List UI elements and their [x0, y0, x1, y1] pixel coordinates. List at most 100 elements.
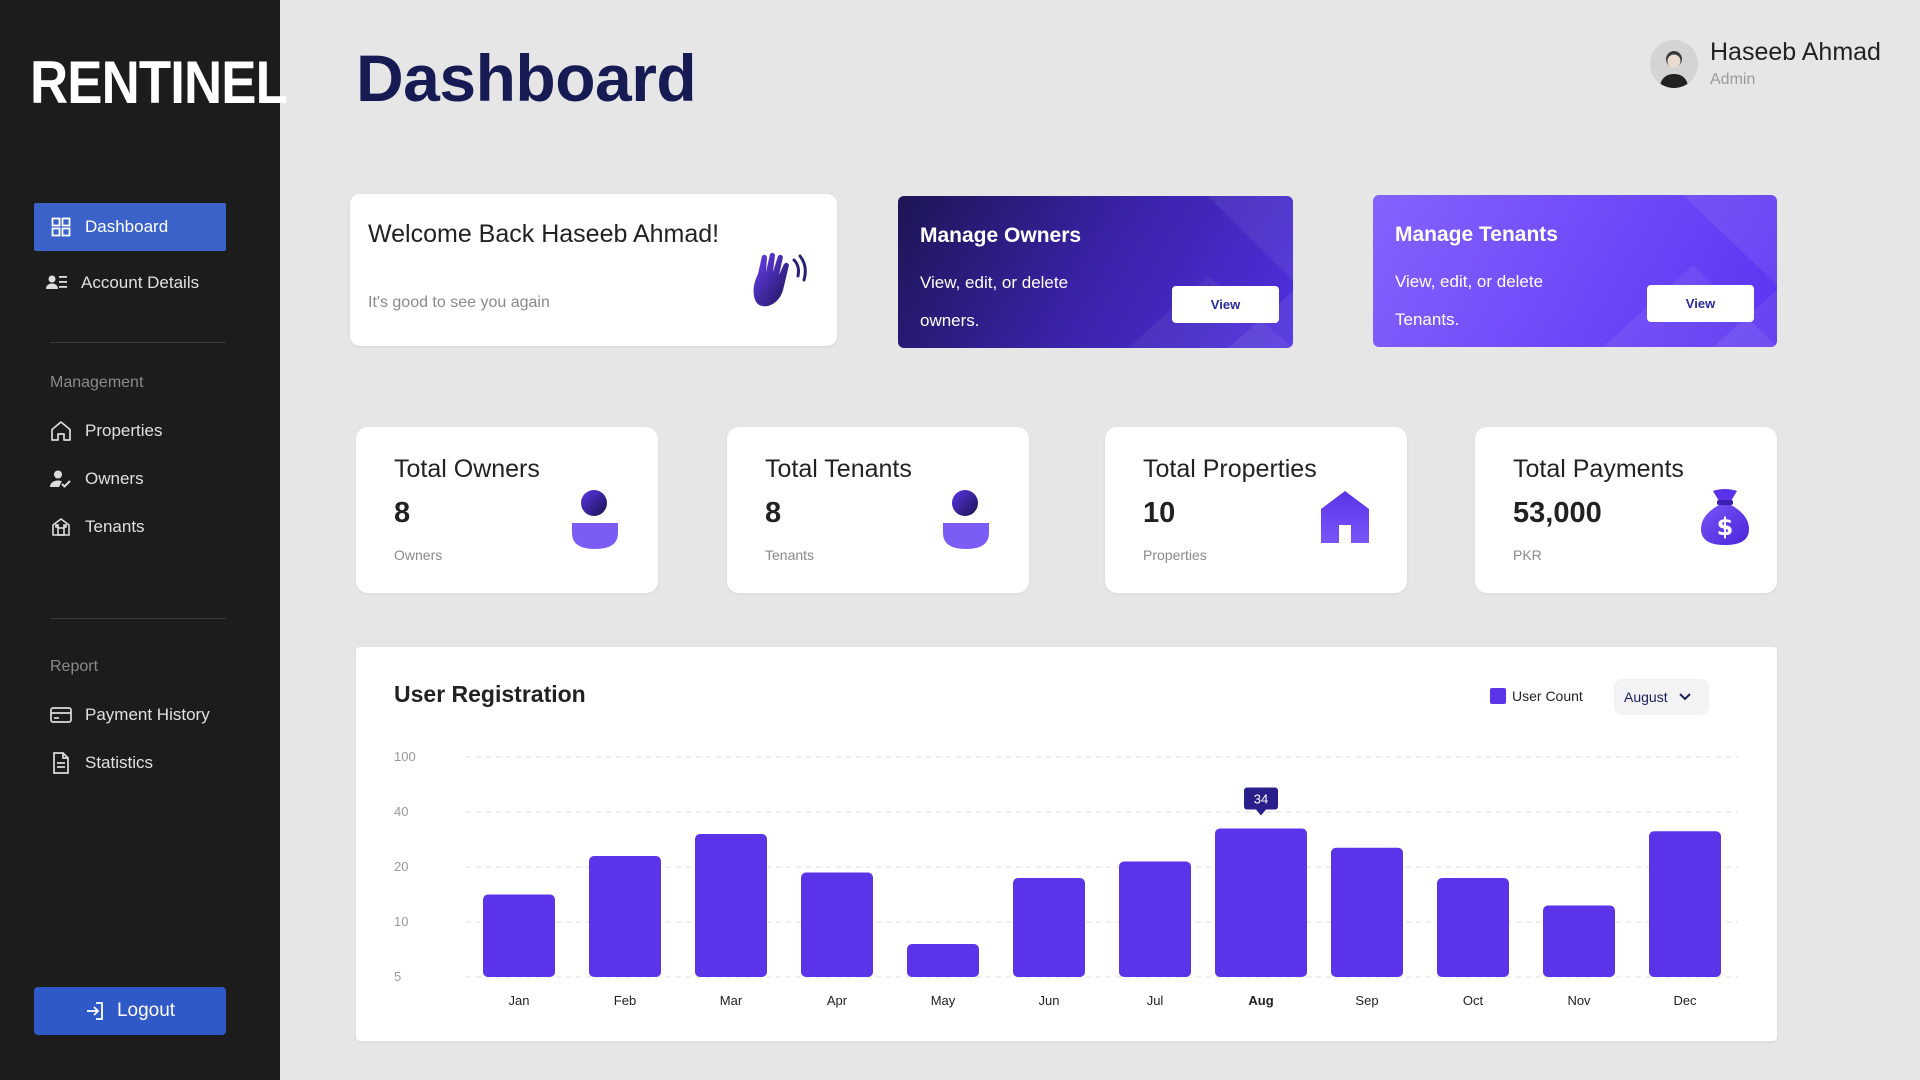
- bar: [907, 944, 979, 977]
- month-select[interactable]: August: [1614, 679, 1709, 715]
- bar: [483, 894, 555, 977]
- stat-card-total-owners: Total Owners 8 Owners: [356, 427, 658, 593]
- welcome-title: Welcome Back Haseeb Ahmad!: [368, 220, 720, 248]
- bar: [589, 856, 661, 977]
- house-icon: [1321, 491, 1369, 548]
- x-tick-label: Jan: [509, 993, 530, 1008]
- welcome-subtitle: It's good to see you again: [368, 294, 550, 311]
- view-owners-button[interactable]: View: [1172, 286, 1279, 323]
- chevron-down-icon: [1678, 692, 1692, 702]
- x-tick-label: Nov: [1567, 993, 1591, 1008]
- app-logo: RENTINEL: [30, 49, 288, 116]
- bar: [1543, 905, 1615, 977]
- home-icon: [50, 420, 72, 442]
- stat-unit: Properties: [1143, 547, 1207, 563]
- bar-chart: 100 40 20 10 5 Jan Feb Mar Apr May Jun Jul Aug 34 Sep O…: [394, 749, 1738, 1008]
- x-tick-label: Sep: [1355, 993, 1378, 1008]
- bar: [1331, 847, 1403, 977]
- x-tick-label: Dec: [1673, 993, 1697, 1008]
- y-tick-label: 40: [394, 804, 408, 819]
- stat-value: 53,000: [1513, 497, 1602, 529]
- sidebar-item-label: Tenants: [85, 517, 145, 536]
- stat-unit: PKR: [1513, 547, 1542, 563]
- sidebar-item-payment-history[interactable]: Payment History: [34, 691, 226, 739]
- sidebar-item-tenants[interactable]: Tenants: [34, 503, 226, 551]
- stat-unit: Owners: [394, 547, 443, 563]
- waving-hand-icon: [748, 250, 814, 319]
- sidebar-item-owners[interactable]: Owners: [34, 455, 226, 503]
- divider: [50, 342, 226, 343]
- stat-label: Total Payments: [1513, 455, 1684, 483]
- building-icon: [50, 516, 72, 538]
- manage-tenants-title: Manage Tenants: [1395, 223, 1558, 246]
- stat-label: Total Tenants: [765, 455, 912, 483]
- bar: [1437, 878, 1509, 977]
- sidebar-item-account-details[interactable]: Account Details: [34, 259, 226, 307]
- sidebar-item-label: Dashboard: [85, 217, 169, 236]
- credit-card-icon: [50, 704, 72, 726]
- document-icon: [50, 752, 72, 774]
- section-label-management: Management: [50, 374, 144, 391]
- bar: [695, 834, 767, 977]
- manage-owners-description: View, edit, or delete owners.: [920, 273, 1069, 330]
- bar: [1013, 878, 1085, 977]
- bar: [1119, 861, 1191, 977]
- data-label-pointer: [1256, 809, 1266, 816]
- y-tick-label: 100: [394, 749, 416, 764]
- stat-value: 10: [1143, 497, 1176, 529]
- manage-owners-title: Manage Owners: [920, 224, 1082, 247]
- stat-value: 8: [765, 497, 782, 529]
- stat-unit: Tenants: [765, 547, 815, 563]
- user-check-icon: [50, 468, 72, 490]
- sidebar-item-dashboard[interactable]: Dashboard: [34, 203, 226, 251]
- sidebar-item-statistics[interactable]: Statistics: [34, 739, 226, 787]
- month-select-value: August: [1624, 689, 1668, 705]
- divider: [50, 618, 226, 619]
- sidebar-item-label: Properties: [85, 421, 163, 440]
- money-bag-icon: $: [1699, 489, 1751, 550]
- sidebar-item-label: Payment History: [85, 705, 210, 724]
- sidebar: RENTINEL Dashboard Account Details Manag…: [0, 0, 288, 1080]
- sidebar-item-label: Account Details: [81, 273, 200, 292]
- manage-tenants-description: View, edit, or delete Tenants.: [1395, 272, 1544, 329]
- stat-value: 8: [394, 497, 411, 529]
- x-tick-label: Feb: [614, 993, 636, 1008]
- y-tick-label: 20: [394, 859, 408, 874]
- x-tick-label: Jul: [1147, 993, 1164, 1008]
- person-icon: [572, 489, 620, 556]
- data-label-badge: [1244, 787, 1278, 810]
- logout-label: Logout: [116, 1000, 176, 1021]
- x-tick-label: Jun: [1039, 993, 1060, 1008]
- user-profile[interactable]: Haseeb Ahmad Admin: [1650, 38, 1881, 89]
- svg-text:$: $: [1717, 513, 1734, 541]
- grid-icon: [50, 216, 72, 238]
- stat-card-total-tenants: Total Tenants 8 Tenants: [727, 427, 1029, 593]
- logout-button[interactable]: Logout: [34, 987, 226, 1035]
- bar: [1215, 828, 1307, 977]
- bar: [801, 872, 873, 977]
- page-title: Dashboard: [356, 41, 697, 115]
- legend-label: User Count: [1512, 688, 1583, 704]
- legend-swatch: [1490, 688, 1506, 704]
- stat-label: Total Properties: [1143, 455, 1317, 483]
- section-label-report: Report: [50, 658, 99, 675]
- manage-tenants-card: Manage Tenants View, edit, or delete Ten…: [1373, 195, 1777, 347]
- avatar: [1650, 39, 1698, 88]
- x-tick-label: May: [931, 993, 956, 1008]
- x-tick-label: Mar: [720, 993, 743, 1008]
- user-list-icon: [46, 272, 68, 294]
- sidebar-item-properties[interactable]: Properties: [34, 407, 226, 455]
- stat-label: Total Owners: [394, 455, 540, 483]
- user-role: Admin: [1710, 71, 1756, 88]
- chart-title: User Registration: [394, 681, 586, 707]
- view-tenants-button[interactable]: View: [1647, 285, 1754, 322]
- bar: [1649, 831, 1721, 977]
- x-tick-label: Oct: [1463, 993, 1484, 1008]
- person-icon: [943, 489, 991, 556]
- sidebar-item-label: Owners: [85, 469, 144, 488]
- y-tick-label: 5: [394, 969, 401, 984]
- stat-card-total-properties: Total Properties 10 Properties: [1105, 427, 1407, 593]
- welcome-card: Welcome Back Haseeb Ahmad! It's good to …: [350, 194, 837, 346]
- user-registration-chart-card: User Registration User Count August 100 4…: [356, 647, 1777, 1041]
- stat-card-total-payments: Total Payments 53,000 PKR $: [1475, 427, 1777, 593]
